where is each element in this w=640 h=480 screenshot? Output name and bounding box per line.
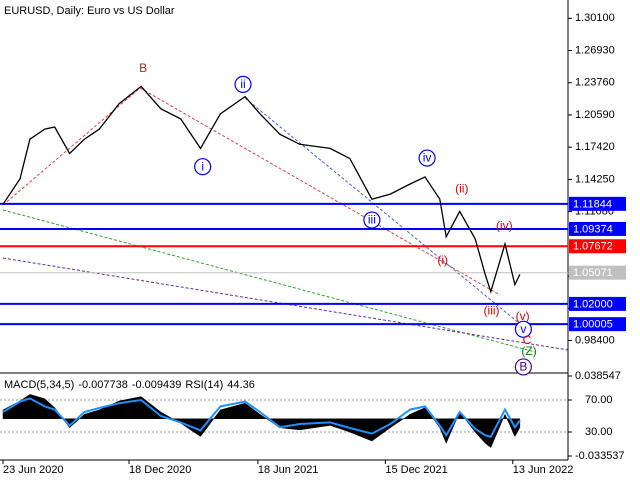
trend-line xyxy=(2,209,536,353)
wave-label: (ii) xyxy=(455,182,468,196)
chart-title: EURUSD, Daily: Euro vs US Dollar xyxy=(4,5,175,17)
wave-label: (Z) xyxy=(521,344,536,358)
level-label: 1.09374 xyxy=(573,223,613,235)
wave-label: (iv) xyxy=(496,218,513,232)
wave-label: iv xyxy=(423,151,432,165)
indicator-value: MACD(5,34,5) xyxy=(4,379,74,391)
level-label-box xyxy=(569,239,626,254)
y-tick-label: 1.17420 xyxy=(575,141,615,153)
wave-label: iii xyxy=(368,213,376,227)
y-tick-label: 1.20590 xyxy=(575,109,615,121)
indicator-value: 44.36 xyxy=(227,379,255,391)
indicator-value: RSI(14) xyxy=(185,379,223,391)
annotation-circle xyxy=(514,320,532,338)
level-label: 1.00005 xyxy=(573,319,613,331)
x-tick-label: 15 Dec 2021 xyxy=(385,464,447,476)
wave-label: (iii) xyxy=(484,304,500,318)
level-label-box xyxy=(569,221,626,236)
level-label-box xyxy=(569,265,626,280)
x-tick-label: 18 Dec 2020 xyxy=(129,464,191,476)
indicator-header: MACD(5,34,5) -0.007738 -0.009439 RSI(14) 44.… xyxy=(4,379,255,391)
trend-line xyxy=(139,87,501,296)
price-line xyxy=(2,85,521,294)
y-tick-label: 30.00 xyxy=(585,426,613,438)
wave-label: B xyxy=(519,360,527,374)
wave-label: (i) xyxy=(437,253,448,267)
y-tick-label: 1.30100 xyxy=(575,12,615,24)
wave-label: i xyxy=(201,159,204,173)
wave-label: ii xyxy=(240,77,245,91)
y-tick-label: 0.98400 xyxy=(575,334,615,346)
annotation-circle xyxy=(194,158,212,176)
rsi-line xyxy=(2,397,521,438)
annotation-circle xyxy=(363,211,381,229)
level-label: 1.11844 xyxy=(573,198,612,210)
level-label: 1.02000 xyxy=(573,298,613,310)
wave-label: C xyxy=(523,333,532,347)
indicator-value: -0.009439 xyxy=(132,379,182,391)
y-tick-label: 0.038547 xyxy=(575,370,621,382)
y-tick-label: -0.033537 xyxy=(575,450,625,462)
wave-label: (v) xyxy=(516,309,530,323)
x-tick-label: 23 Jun 2020 xyxy=(3,464,64,476)
trend-line xyxy=(244,97,526,329)
y-tick-label: 1.26930 xyxy=(575,44,615,56)
level-label-box xyxy=(569,196,626,211)
level-label-box xyxy=(569,317,626,332)
annotation-circle xyxy=(234,75,252,93)
x-tick-label: 13 Jun 2022 xyxy=(513,464,574,476)
wave-label: v xyxy=(520,322,526,336)
y-tick-label: 1.14250 xyxy=(575,173,615,185)
wave-label: B xyxy=(139,61,147,75)
indicator-value: -0.007738 xyxy=(78,379,128,391)
level-label-box xyxy=(569,296,626,311)
annotation-circle xyxy=(418,149,436,167)
x-tick-label: 18 Jun 2021 xyxy=(258,464,319,476)
level-label: 1.07672 xyxy=(573,241,613,253)
level-label: 1.05071 xyxy=(573,267,613,279)
trend-line xyxy=(2,87,141,206)
y-tick-label: 70.00 xyxy=(585,394,613,406)
annotation-circle xyxy=(514,358,532,376)
y-tick-label: 1.23760 xyxy=(575,77,615,89)
